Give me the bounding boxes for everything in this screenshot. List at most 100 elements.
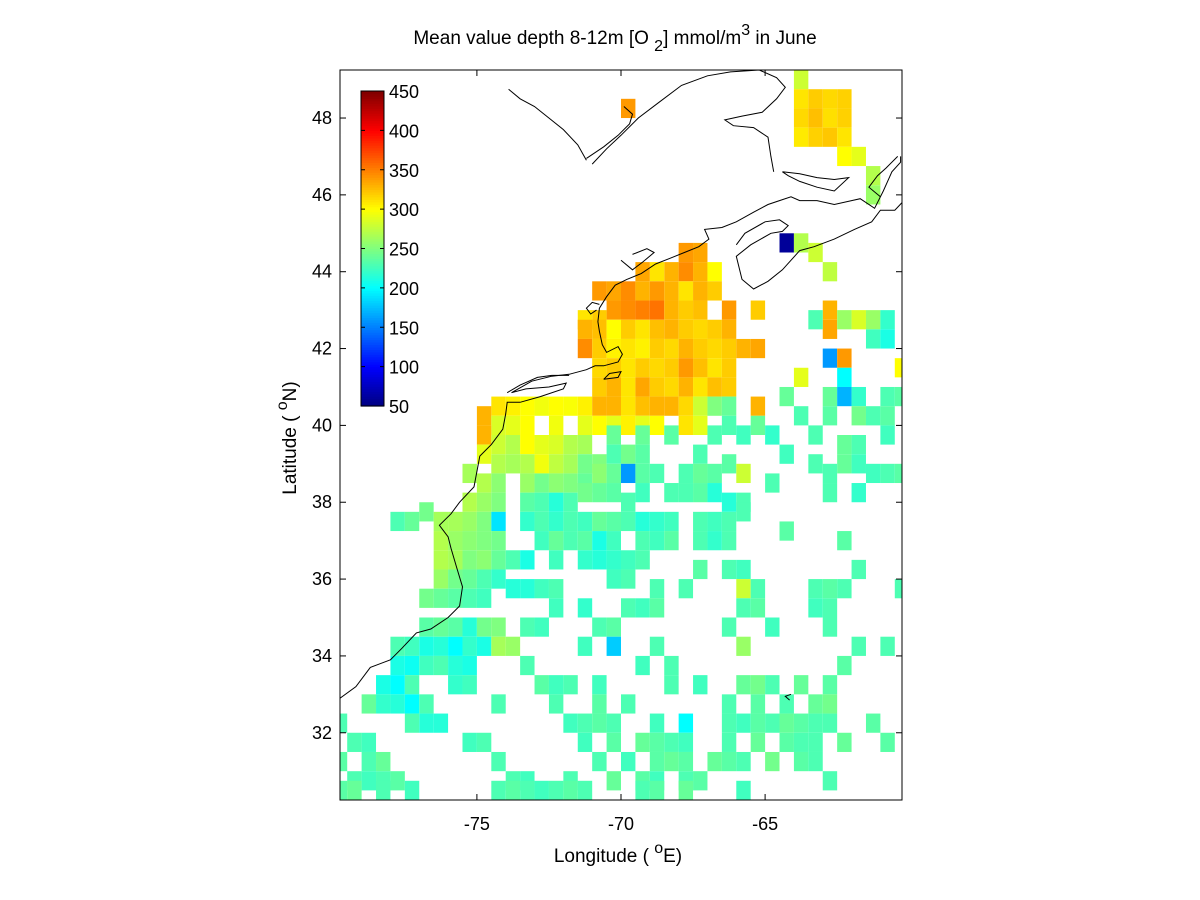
colorbar-swatch [361,275,384,279]
heatmap-cell [577,454,593,474]
heatmap-cell [664,300,679,320]
heatmap-cell [491,473,506,493]
colorbar-swatch [361,221,384,225]
heatmap-cell [621,492,636,512]
heatmap-cell [736,780,751,800]
heatmap-cell [606,617,621,637]
heatmap-cell [606,463,621,484]
colorbar-swatch [361,268,384,272]
heatmap-cell [851,454,866,474]
heatmap-cell [678,751,694,772]
heatmap-cell [534,454,549,474]
heatmap-cell [340,713,348,733]
heatmap-cell [491,751,506,772]
colorbar-swatch [361,295,384,299]
heatmap-cell [347,732,362,752]
heatmap-cell [534,396,549,416]
heatmap-cell [548,473,564,493]
heatmap-cell [664,483,679,503]
heatmap-cell [664,655,679,676]
colorbar-swatch [361,236,384,240]
colorbar-swatch [361,103,384,107]
heatmap-cell [721,732,737,752]
heatmap-cell [678,242,694,263]
colorbar-swatch [361,396,384,400]
heatmap-cell [548,396,564,416]
heatmap-cell [678,732,694,752]
heatmap-cell [548,550,564,570]
heatmap-cell [505,435,521,455]
heatmap-cell [837,348,852,368]
coastline-segment [591,70,786,172]
heatmap-cell [448,655,463,676]
heatmap-cell [448,617,463,637]
heatmap-cell [664,531,679,551]
coastline-segment [585,301,600,315]
colorbar-swatch [361,120,384,124]
heatmap-cell [548,780,564,800]
heatmap-cell [649,531,665,551]
heatmap-cell [376,751,391,772]
heatmap-cell [837,454,852,474]
heatmap-cell [592,511,607,532]
coastline-segment [340,156,902,699]
heatmap-cell [664,281,679,301]
heatmap-cell [390,771,405,791]
heatmap-cell [736,636,751,656]
heatmap-cell [894,358,902,378]
heatmap-cell [577,598,593,618]
heatmap-cell [649,262,665,282]
y-tick-label: 40 [312,415,332,435]
heatmap-cell [390,511,405,532]
chart-title-superscript: 3 [741,22,750,39]
heatmap-cell [693,444,708,464]
heatmap-cell [822,694,838,714]
heatmap-cell [649,338,665,359]
heatmap-cell [577,636,593,656]
heatmap-cell [635,655,650,676]
colorbar-swatch [361,167,384,171]
heatmap-cell [721,713,737,733]
heatmap-cell [548,492,564,512]
heatmap-cell [721,396,737,416]
heatmap-cell [621,358,636,378]
y-axis-label-degree: o [274,401,291,410]
colorbar-swatch [361,280,384,284]
heatmap-cell [433,588,449,608]
heatmap-cell [837,435,852,455]
heatmap-cell [491,396,506,416]
heatmap-cell [491,454,506,474]
heatmap-cell [693,358,708,378]
heatmap-cell [635,463,650,484]
heatmap-cell [649,415,665,435]
heatmap-cell [419,713,434,733]
heatmap-cell [520,579,535,599]
y-axis-label-prefix: Latitude ( [280,410,301,495]
heatmap-cell [592,483,607,503]
heatmap-cell [534,531,549,551]
heatmap-cell [750,579,766,599]
heatmap-cell [635,483,650,503]
colorbar-swatch [361,314,384,319]
heatmap-cell [851,406,866,426]
heatmap-cell [851,310,866,330]
heatmap-cell [462,617,477,637]
heatmap-cell [505,550,521,570]
heatmap-cell [448,550,463,570]
heatmap-cell [404,636,420,656]
heatmap-cell [606,713,621,733]
colorbar-swatch [361,337,384,341]
heatmap-cell [520,492,535,512]
heatmap-cell [693,771,708,791]
heatmap-cell [606,569,621,589]
heatmap-cell [793,367,809,387]
heatmap-cell [793,127,809,147]
heatmap-cell [822,262,838,282]
colorbar-swatch [361,186,384,191]
heatmap-cell [621,511,636,532]
heatmap-cell [577,338,593,359]
heatmap-cell [534,473,549,493]
heatmap-cell [448,531,463,551]
colorbar-swatch [361,250,384,255]
heatmap-cell [592,463,607,484]
